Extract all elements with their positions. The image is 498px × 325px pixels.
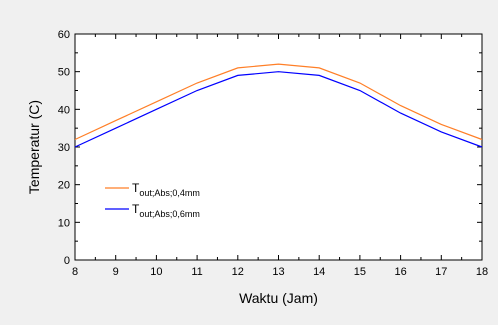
y-tick-label: 0 (64, 255, 70, 267)
legend-label-1: Tout;Abs;0,4mm (132, 181, 200, 198)
legend-label-2: Tout;Abs;0,6mm (132, 202, 200, 219)
y-axis-title: Temperatur (C) (26, 100, 42, 194)
y-tick-label: 20 (58, 180, 70, 192)
series-lines (74, 63, 483, 148)
x-tick-label: 8 (72, 266, 78, 278)
x-tick-label: 17 (435, 266, 447, 278)
x-axis-title: Waktu (Jam) (239, 290, 318, 306)
y-tick-label: 40 (58, 104, 70, 116)
series-line-1 (74, 63, 483, 141)
x-tick-label: 13 (272, 266, 284, 278)
x-tick-label: 16 (394, 266, 406, 278)
x-tick-label: 10 (150, 266, 162, 278)
y-tick-label: 30 (58, 142, 70, 154)
plot-area (74, 33, 483, 261)
x-tick-label: 15 (354, 266, 366, 278)
x-tick-label: 14 (313, 266, 325, 278)
x-tick-label: 9 (113, 266, 119, 278)
y-tick-label: 60 (58, 29, 70, 41)
y-tick-label: 10 (58, 217, 70, 229)
axis-ticks: 8 9 10 11 12 13 14 15 16 17 18 0 10 20 30 40 50 60 (58, 29, 488, 278)
x-tick-label: 12 (232, 266, 244, 278)
legend: Tout;Abs;0,4mm Tout;Abs;0,6mm (105, 181, 200, 219)
series-line-2 (74, 71, 483, 148)
x-tick-label: 11 (191, 266, 202, 278)
x-tick-label: 18 (476, 266, 488, 278)
y-tick-label: 50 (58, 67, 70, 79)
